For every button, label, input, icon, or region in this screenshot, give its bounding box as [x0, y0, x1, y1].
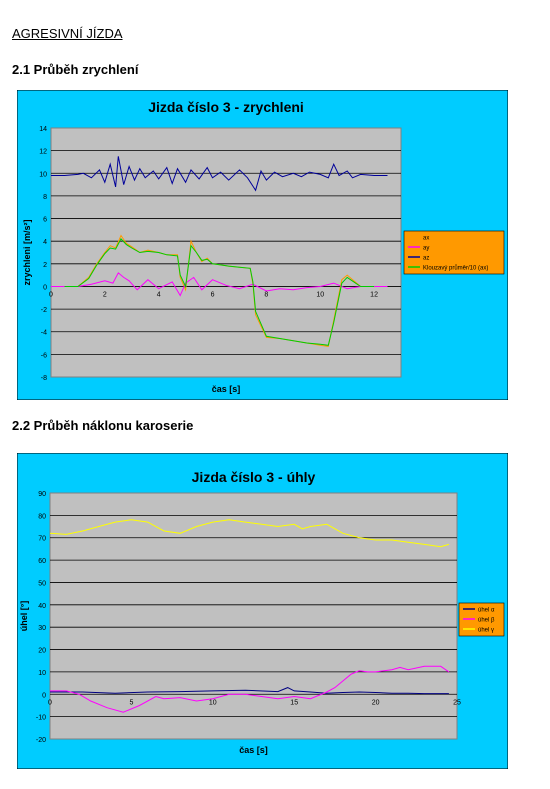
y-tick-label: 2 — [43, 262, 47, 269]
y-tick-label: -10 — [36, 715, 46, 722]
y-tick-label: -6 — [41, 352, 47, 359]
y-tick-label: -20 — [36, 737, 46, 744]
legend-label-2: úhel γ — [478, 628, 494, 634]
y-axis-label: zrychleni [m/s²] — [22, 219, 32, 285]
chart-title: Jizda číslo 3 - zrychleni — [148, 99, 304, 115]
plot-area — [50, 127, 402, 378]
y-tick-label: 40 — [38, 603, 46, 610]
legend-label-2: az — [423, 256, 429, 262]
x-tick-label: 6 — [211, 291, 215, 298]
y-tick-label: -4 — [41, 330, 47, 337]
y-tick-label: 30 — [38, 625, 46, 632]
acceleration-chart-svg: Jizda číslo 3 - zrychleni -8 -6 -4 -2 0 2 4 6 8 10… — [16, 89, 509, 401]
acceleration-chart: Jizda číslo 3 - zrychleni -8 -6 -4 -2 0 2 4 6 8 10… — [16, 89, 509, 401]
series-line-0 — [64, 234, 375, 347]
y-tick-label: 0 — [43, 284, 47, 291]
y-tick-label: 20 — [38, 648, 46, 655]
section-heading-acceleration: 2.1 Průběh zrychlení — [12, 62, 139, 77]
series-line-1 — [50, 665, 450, 713]
y-tick-label: 10 — [38, 670, 46, 677]
plot-area — [49, 492, 458, 740]
y-tick-label: 4 — [43, 239, 47, 246]
series-line-1 — [51, 272, 388, 297]
x-tick-label: 0 — [49, 291, 53, 298]
y-tick-label: -8 — [41, 375, 47, 382]
y-tick-label: 90 — [38, 491, 46, 498]
y-axis-label: úhel [°] — [19, 601, 29, 632]
y-tick-label: 8 — [43, 194, 47, 201]
x-tick-label: 25 — [453, 699, 461, 706]
y-tick-label: 60 — [38, 558, 46, 565]
chart-title: Jizda číslo 3 - úhly — [192, 469, 316, 485]
y-tick-label: 10 — [39, 171, 47, 178]
x-tick-label: 10 — [209, 699, 217, 706]
y-tick-label: 12 — [39, 149, 47, 156]
series-line-3 — [64, 238, 375, 346]
x-tick-label: 15 — [290, 699, 298, 706]
angles-chart: Jizda číslo 3 - úhly -20 -10 0 10 20 30 40 50 60 7… — [16, 452, 509, 770]
x-tick-label: 8 — [264, 291, 268, 298]
x-tick-label: 0 — [48, 699, 52, 706]
series-line-0 — [50, 687, 449, 695]
x-axis-label: čas [s] — [239, 745, 268, 755]
section-heading-body-tilt: 2.2 Průběh náklonu karoserie — [12, 418, 194, 433]
series-line-2 — [51, 156, 388, 192]
x-tick-label: 12 — [370, 291, 378, 298]
x-tick-label: 5 — [129, 699, 133, 706]
legend-box — [403, 230, 505, 275]
series-line-2 — [49, 519, 450, 548]
y-tick-label: 80 — [38, 513, 46, 520]
x-tick-label: 20 — [372, 699, 380, 706]
angles-chart-svg: Jizda číslo 3 - úhly-20-1001020304050607… — [16, 452, 509, 770]
legend-label-0: ax — [423, 236, 429, 242]
y-tick-label: 70 — [38, 536, 46, 543]
y-tick-label: 14 — [39, 126, 47, 133]
y-tick-label: 0 — [42, 692, 46, 699]
y-tick-label: 50 — [38, 580, 46, 587]
x-tick-label: 2 — [103, 291, 107, 298]
x-axis-label: čas [s] — [212, 384, 241, 394]
x-tick-label: 4 — [157, 291, 161, 298]
legend-label-1: úhel β — [478, 618, 495, 624]
legend-label-1: ay — [423, 246, 429, 252]
x-tick-label: 10 — [316, 291, 324, 298]
y-tick-label: 6 — [43, 217, 47, 224]
document-heading: AGRESIVNÍ JÍZDA — [12, 26, 123, 41]
legend-label-3: Klouzavý průměr/10 (ax) — [423, 265, 488, 272]
legend-label-0: úhel α — [478, 608, 495, 614]
y-tick-label: -2 — [41, 307, 47, 314]
